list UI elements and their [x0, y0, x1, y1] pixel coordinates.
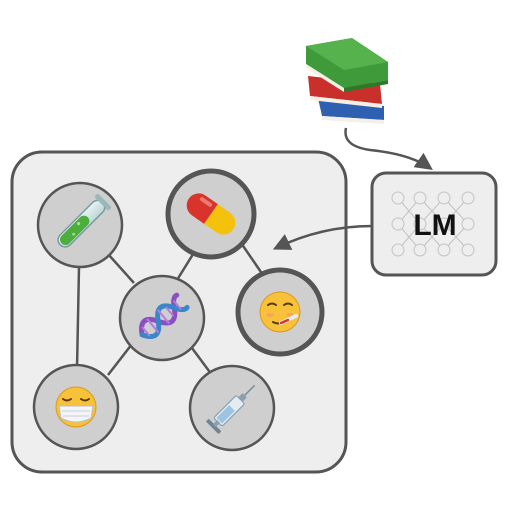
dna-icon [139, 292, 190, 339]
pill-icon [186, 193, 236, 235]
node-dna[interactable] [118, 274, 206, 362]
medical-mask-face-icon [55, 386, 97, 428]
edge-dna-mask [107, 343, 133, 376]
lm-to-graph-arrow [272, 224, 373, 250]
neural-network-icon [391, 191, 475, 257]
node-pill[interactable] [165, 168, 257, 260]
edge-test-tube-dna [107, 253, 135, 284]
edge-test-tube-mask [75, 266, 81, 370]
books-to-lm-arrow [344, 127, 433, 171]
thermometer-face-icon [259, 291, 301, 333]
lm-label: LM [413, 209, 456, 242]
books-icon [306, 38, 388, 124]
node-sick-face[interactable] [235, 267, 325, 357]
language-model-box: LM [370, 171, 498, 277]
edge-dna-syringe [187, 343, 214, 376]
node-test-tube[interactable] [36, 181, 124, 269]
node-syringe[interactable] [188, 364, 276, 452]
edge-pill-dna [175, 250, 197, 281]
node-mask-face[interactable] [32, 363, 120, 451]
test-tube-icon [57, 194, 111, 248]
syringe-icon [206, 384, 256, 434]
